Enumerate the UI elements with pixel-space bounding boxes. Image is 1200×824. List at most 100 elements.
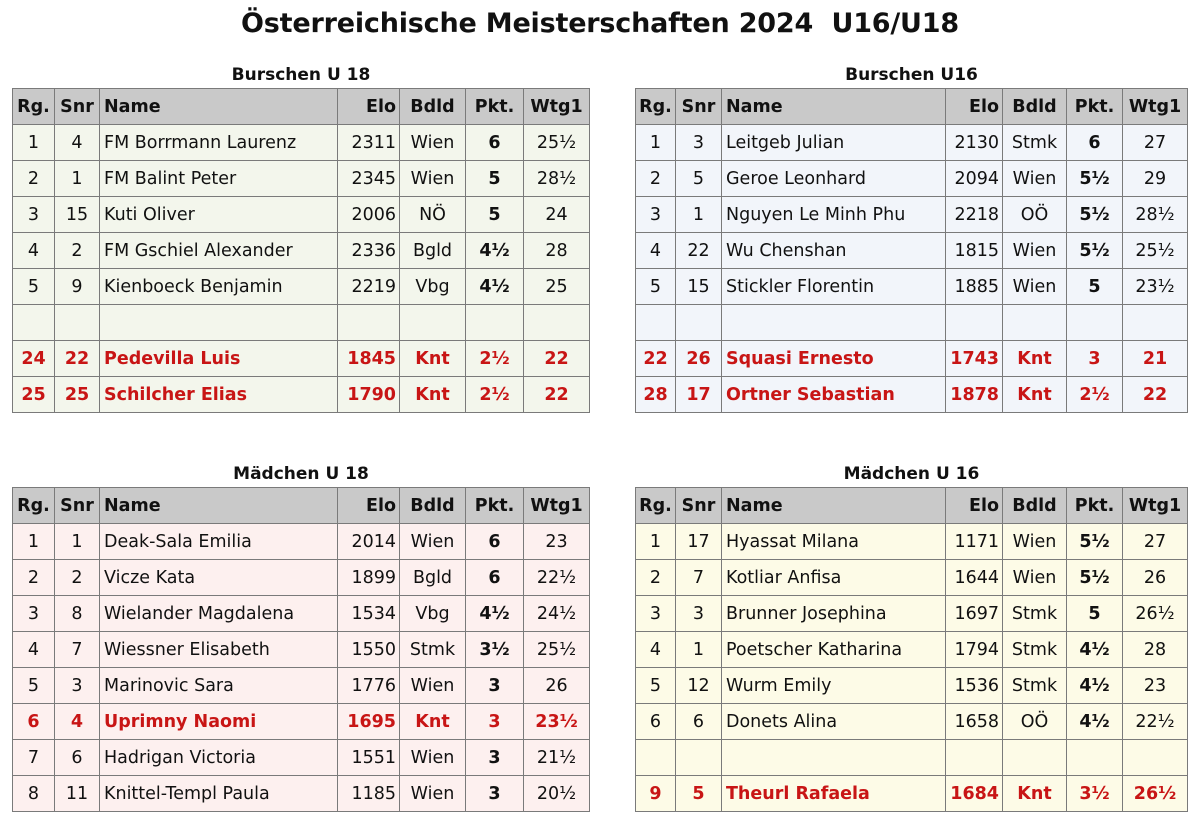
cell-rank: 6: [635, 703, 676, 740]
cell-name: FM Gschiel Alexander: [99, 232, 338, 269]
cell-rank: [12, 304, 55, 341]
cell-name: [721, 304, 946, 341]
cell-wtg1: 23½: [523, 703, 590, 740]
maedchen-u16-table: Rg. Snr Name Elo Bdld Pkt. Wtg1 1 17 Hyass…: [635, 487, 1188, 812]
cell-snr: 22: [675, 232, 722, 269]
cell-rank: 3: [12, 196, 55, 233]
col-header-bdld: Bdld: [1002, 88, 1067, 125]
cell-snr: 4: [54, 703, 100, 740]
col-header-name: Name: [99, 88, 338, 125]
table-row: 6 4 Uprimny Naomi 1695 Knt 3 23½: [12, 703, 590, 740]
table-header-row: Rg. Snr Name Elo Bdld Pkt. Wtg1: [635, 487, 1188, 524]
cell-snr: 12: [675, 667, 722, 704]
cell-snr: 15: [54, 196, 100, 233]
cell-pkt: 4½: [465, 595, 524, 632]
col-header-bdld: Bdld: [399, 88, 466, 125]
cell-snr: 5: [675, 775, 722, 812]
cell-bdld: NÖ: [399, 196, 466, 233]
cell-rank: 4: [635, 631, 676, 668]
cell-wtg1: 28: [1122, 631, 1188, 668]
table-row: [635, 304, 1188, 341]
table-header-row: Rg. Snr Name Elo Bdld Pkt. Wtg1: [12, 487, 590, 524]
cell-wtg1: 23½: [1122, 268, 1188, 305]
cell-bdld: OÖ: [1002, 196, 1067, 233]
cell-wtg1: 20½: [523, 775, 590, 812]
table-row: 5 15 Stickler Florentin 1885 Wien 5 23½: [635, 268, 1188, 305]
cell-pkt: 5: [1066, 595, 1123, 632]
cell-bdld: Wien: [1002, 559, 1067, 596]
cell-rank: 3: [635, 196, 676, 233]
cell-snr: 11: [54, 775, 100, 812]
table-row: 1 17 Hyassat Milana 1171 Wien 5½ 27: [635, 523, 1188, 560]
cell-pkt: 2½: [465, 340, 524, 377]
col-header-name: Name: [721, 88, 946, 125]
cell-pkt: 5½: [1066, 232, 1123, 269]
cell-pkt: 3½: [465, 631, 524, 668]
cell-bdld: Wien: [399, 124, 466, 161]
table-row: 28 17 Ortner Sebastian 1878 Knt 2½ 22: [635, 376, 1188, 413]
col-header-elo: Elo: [945, 487, 1003, 524]
cell-name: Wurm Emily: [721, 667, 946, 704]
col-header-rank: Rg.: [635, 88, 676, 125]
col-header-snr: Snr: [54, 487, 100, 524]
cell-pkt: 3: [465, 703, 524, 740]
cell-elo: 2014: [337, 523, 400, 560]
cell-bdld: Knt: [1002, 340, 1067, 377]
cell-elo: 1743: [945, 340, 1003, 377]
cell-pkt: [1066, 739, 1123, 776]
cell-rank: 7: [12, 739, 55, 776]
cell-rank: 4: [12, 631, 55, 668]
cell-wtg1: 23: [523, 523, 590, 560]
cell-pkt: 3½: [1066, 775, 1123, 812]
table-row: 5 9 Kienboeck Benjamin 2219 Vbg 4½ 25: [12, 268, 590, 305]
table-row: 2 7 Kotliar Anfisa 1644 Wien 5½ 26: [635, 559, 1188, 596]
cell-rank: 5: [12, 667, 55, 704]
cell-pkt: [465, 304, 524, 341]
cell-wtg1: 22½: [523, 559, 590, 596]
col-header-snr: Snr: [54, 88, 100, 125]
cell-elo: 2336: [337, 232, 400, 269]
col-header-name: Name: [721, 487, 946, 524]
cell-rank: 3: [635, 595, 676, 632]
table-row: 4 7 Wiessner Elisabeth 1550 Stmk 3½ 25½: [12, 631, 590, 668]
cell-name: Poetscher Katharina: [721, 631, 946, 668]
cell-name: Geroe Leonhard: [721, 160, 946, 197]
cell-pkt: 3: [465, 739, 524, 776]
cell-bdld: Stmk: [1002, 124, 1067, 161]
cell-bdld: Bgld: [399, 559, 466, 596]
cell-wtg1: 28: [523, 232, 590, 269]
cell-name: [99, 304, 338, 341]
cell-snr: [54, 304, 100, 341]
cell-rank: 1: [635, 523, 676, 560]
cell-snr: 17: [675, 376, 722, 413]
col-header-rank: Rg.: [12, 487, 55, 524]
cell-rank: 3: [12, 595, 55, 632]
cell-name: Marinovic Sara: [99, 667, 338, 704]
cell-bdld: Vbg: [399, 595, 466, 632]
cell-snr: 3: [54, 667, 100, 704]
cell-pkt: 2½: [465, 376, 524, 413]
table-row: 1 4 FM Borrmann Laurenz 2311 Wien 6 25½: [12, 124, 590, 161]
cell-wtg1: 28½: [523, 160, 590, 197]
cell-wtg1: 28½: [1122, 196, 1188, 233]
col-header-rank: Rg.: [12, 88, 55, 125]
cell-name: FM Borrmann Laurenz: [99, 124, 338, 161]
table-row: [635, 739, 1188, 776]
cell-snr: 3: [675, 595, 722, 632]
col-header-name: Name: [99, 487, 338, 524]
cell-wtg1: 25½: [523, 631, 590, 668]
cell-pkt: 4½: [1066, 631, 1123, 668]
cell-snr: 1: [54, 160, 100, 197]
cell-bdld: Wien: [1002, 523, 1067, 560]
cell-rank: 6: [12, 703, 55, 740]
cell-name: FM Balint Peter: [99, 160, 338, 197]
cell-rank: 2: [635, 160, 676, 197]
col-header-pkt: Pkt.: [465, 487, 524, 524]
cell-elo: [945, 739, 1003, 776]
cell-wtg1: 26: [1122, 559, 1188, 596]
cell-bdld: Knt: [399, 703, 466, 740]
cell-rank: 8: [12, 775, 55, 812]
cell-bdld: [399, 304, 466, 341]
cell-pkt: 3: [465, 667, 524, 704]
cell-bdld: Stmk: [399, 631, 466, 668]
